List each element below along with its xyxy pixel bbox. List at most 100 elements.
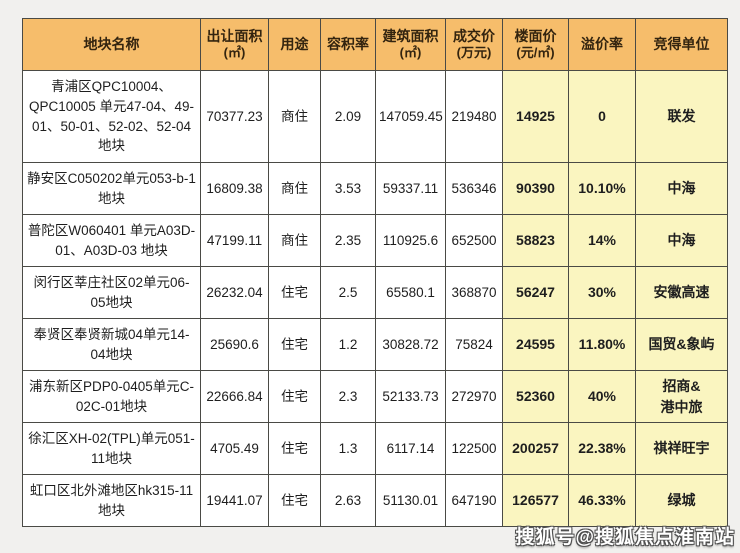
cell-far: 2.63	[320, 474, 376, 527]
cell-floor: 90390	[502, 162, 569, 215]
cell-area: 26232.04	[200, 266, 269, 319]
cell-floor: 126577	[502, 474, 569, 527]
cell-name: 徐汇区XH-02(TPL)单元051-11地块	[22, 422, 201, 475]
cell-area: 47199.11	[200, 214, 269, 267]
cell-premium: 11.80%	[568, 318, 636, 371]
cell-floor: 58823	[502, 214, 569, 267]
header-winning-bidder: 竞得单位	[635, 18, 728, 71]
cell-price: 272970	[445, 370, 503, 423]
cell-build: 59337.11	[375, 162, 446, 215]
table-header: 地块名称 出让面积 (㎡) 用途 容积率 建筑面积 (㎡) 成交价 (万元) 楼面价(…	[22, 18, 728, 71]
cell-far: 2.3	[320, 370, 376, 423]
cell-price: 75824	[445, 318, 503, 371]
cell-winner: 联发	[635, 70, 728, 163]
header-row: 地块名称 出让面积 (㎡) 用途 容积率 建筑面积 (㎡) 成交价 (万元) 楼面价(…	[22, 18, 728, 71]
table-row: 闵行区莘庄社区02单元06-05地块 26232.04 住宅 2.5 65580.1 36…	[22, 266, 728, 319]
header-unit: (㎡)	[399, 45, 422, 61]
watermark-text: 搜狐号@搜狐焦点淮南站	[515, 527, 735, 548]
cell-winner: 中海	[635, 214, 728, 267]
header-label: 容积率	[327, 36, 369, 53]
cell-use: 商住	[268, 214, 321, 267]
cell-floor: 56247	[502, 266, 569, 319]
cell-price: 647190	[445, 474, 503, 527]
cell-use: 住宅	[268, 266, 321, 319]
cell-floor: 52360	[502, 370, 569, 423]
cell-build: 6117.14	[375, 422, 446, 475]
table-row: 浦东新区PDP0-0405单元C-02C-01地块 22666.84 住宅 2.3 52…	[22, 370, 728, 423]
header-label: 建筑面积	[382, 27, 439, 44]
header-unit: (万元)	[456, 45, 492, 61]
header-label: 溢价率	[581, 36, 623, 53]
cell-winner: 国贸&象屿	[635, 318, 728, 371]
cell-premium: 30%	[568, 266, 636, 319]
cell-winner: 绿城	[635, 474, 728, 527]
header-floor-price: 楼面价 (元/㎡)	[502, 18, 569, 71]
cell-premium: 22.38%	[568, 422, 636, 475]
header-plot-ratio: 容积率	[320, 18, 376, 71]
header-label: 竞得单位	[653, 36, 710, 53]
cell-winner: 安徽高速	[635, 266, 728, 319]
cell-area: 22666.84	[200, 370, 269, 423]
header-label: 地块名称	[83, 36, 140, 53]
cell-price: 368870	[445, 266, 503, 319]
header-label: 成交价	[453, 27, 495, 44]
land-sale-table: 地块名称 出让面积 (㎡) 用途 容积率 建筑面积 (㎡) 成交价 (万元) 楼面价(…	[22, 18, 728, 527]
cell-name: 静安区C050202单元053-b-1地块	[22, 162, 201, 215]
table-row: 静安区C050202单元053-b-1地块 16809.38 商住 3.53 59337…	[22, 162, 728, 215]
cell-price: 536346	[445, 162, 503, 215]
cell-far: 1.3	[320, 422, 376, 475]
cell-use: 商住	[268, 162, 321, 215]
header-label: 用途	[280, 36, 309, 53]
cell-area: 4705.49	[200, 422, 269, 475]
cell-far: 2.35	[320, 214, 376, 267]
cell-premium: 40%	[568, 370, 636, 423]
table-row: 徐汇区XH-02(TPL)单元051-11地块 4705.49 住宅 1.3 6117.…	[22, 422, 728, 475]
table-body: 青浦区QPC10004、QPC10005 单元47-04、49-01、50-01…	[22, 70, 728, 527]
cell-use: 住宅	[268, 370, 321, 423]
cell-area: 19441.07	[200, 474, 269, 527]
header-transfer-area: 出让面积 (㎡)	[200, 18, 269, 71]
cell-area: 16809.38	[200, 162, 269, 215]
cell-build: 65580.1	[375, 266, 446, 319]
cell-price: 652500	[445, 214, 503, 267]
table-row: 普陀区W060401 单元A03D-01、A03D-03 地块 47199.11 商…	[22, 214, 728, 267]
cell-use: 商住	[268, 70, 321, 163]
cell-premium: 14%	[568, 214, 636, 267]
cell-far: 3.53	[320, 162, 376, 215]
cell-floor: 200257	[502, 422, 569, 475]
cell-floor: 24595	[502, 318, 569, 371]
cell-use: 住宅	[268, 422, 321, 475]
header-label: 出让面积	[206, 27, 263, 44]
table-row: 青浦区QPC10004、QPC10005 单元47-04、49-01、50-01…	[22, 70, 728, 163]
cell-name: 普陀区W060401 单元A03D-01、A03D-03 地块	[22, 214, 201, 267]
header-unit: (元/㎡)	[516, 45, 555, 61]
cell-build: 147059.45	[375, 70, 446, 163]
table-row: 奉贤区奉贤新城04单元14-04地块 25690.6 住宅 1.2 30828.72 75…	[22, 318, 728, 371]
header-unit: (㎡)	[223, 45, 246, 61]
header-label: 楼面价	[514, 27, 557, 44]
cell-name: 浦东新区PDP0-0405单元C-02C-01地块	[22, 370, 201, 423]
cell-price: 122500	[445, 422, 503, 475]
header-use-type: 用途	[268, 18, 321, 71]
header-deal-price: 成交价 (万元)	[445, 18, 503, 71]
cell-build: 30828.72	[375, 318, 446, 371]
cell-use: 住宅	[268, 318, 321, 371]
header-building-area: 建筑面积 (㎡)	[375, 18, 446, 71]
cell-name: 青浦区QPC10004、QPC10005 单元47-04、49-01、50-01…	[22, 70, 201, 163]
header-parcel-name: 地块名称	[22, 18, 201, 71]
cell-price: 219480	[445, 70, 503, 163]
cell-build: 52133.73	[375, 370, 446, 423]
cell-area: 25690.6	[200, 318, 269, 371]
cell-name: 虹口区北外滩地区hk315-11地块	[22, 474, 201, 527]
cell-name: 奉贤区奉贤新城04单元14-04地块	[22, 318, 201, 371]
cell-winner: 祺祥旺宇	[635, 422, 728, 475]
cell-winner: 招商& 港中旅	[635, 370, 728, 423]
cell-premium: 46.33%	[568, 474, 636, 527]
cell-area: 70377.23	[200, 70, 269, 163]
cell-far: 1.2	[320, 318, 376, 371]
table-row: 虹口区北外滩地区hk315-11地块 19441.07 住宅 2.63 51130.01…	[22, 474, 728, 527]
cell-far: 2.5	[320, 266, 376, 319]
cell-name: 闵行区莘庄社区02单元06-05地块	[22, 266, 201, 319]
cell-use: 住宅	[268, 474, 321, 527]
